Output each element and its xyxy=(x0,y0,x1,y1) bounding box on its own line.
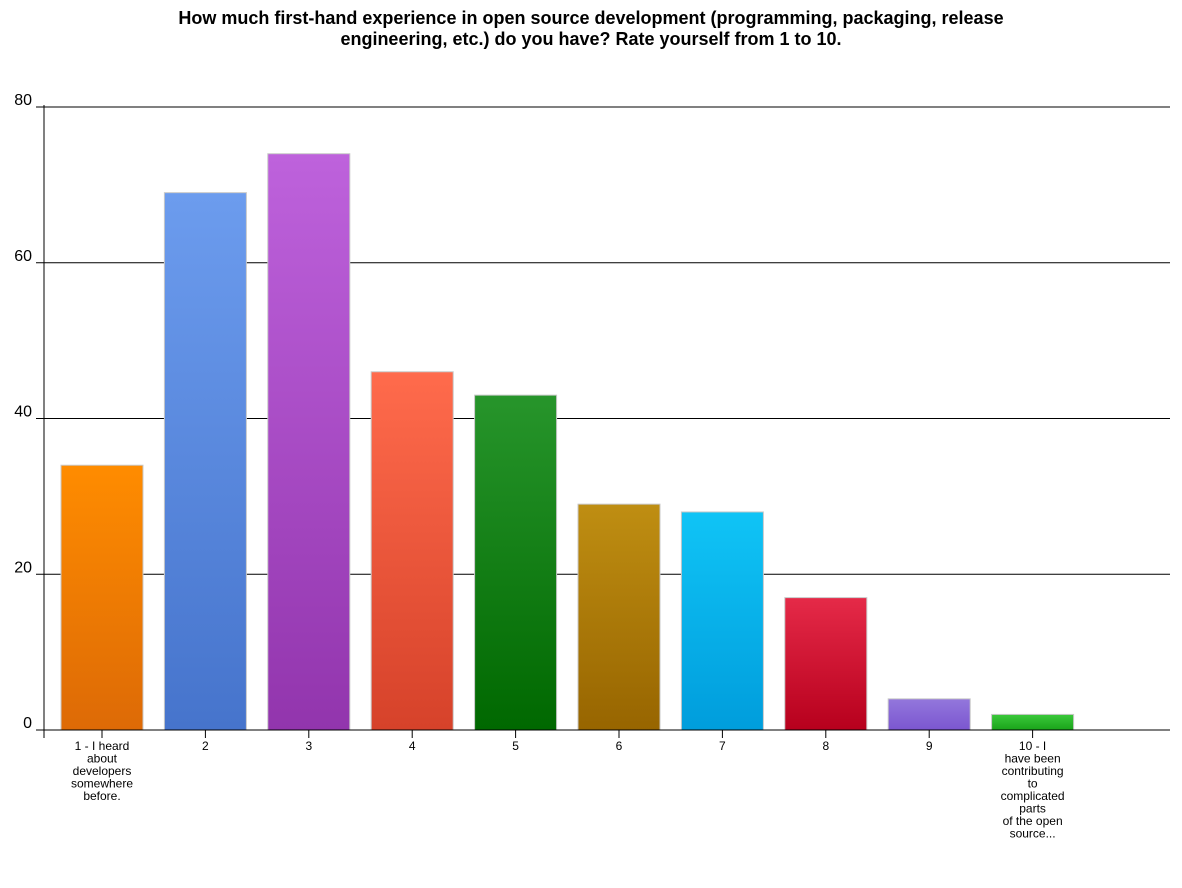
x-category-label-line: 3 xyxy=(305,739,312,753)
x-category-label: 4 xyxy=(409,739,416,753)
x-category-label: 8 xyxy=(822,739,829,753)
x-category-label-line: developers xyxy=(73,764,132,778)
bar xyxy=(60,464,144,731)
x-category-label-line: 8 xyxy=(822,739,829,753)
x-category-label: 3 xyxy=(305,739,312,753)
x-category-label-line: 9 xyxy=(926,739,933,753)
x-category-label-line: 6 xyxy=(616,739,623,753)
x-category-label-line: to xyxy=(1028,777,1038,791)
x-category-label-line: source... xyxy=(1010,827,1056,841)
x-category-label: 9 xyxy=(926,739,933,753)
bar xyxy=(163,192,247,731)
bars xyxy=(60,153,1075,731)
bar xyxy=(991,713,1075,731)
chart-title-line-1: How much first-hand experience in open s… xyxy=(178,8,1004,28)
bar xyxy=(267,153,351,731)
x-category-label-line: 1 - I heard xyxy=(75,739,130,753)
x-category-label: 5 xyxy=(512,739,519,753)
bar xyxy=(680,511,764,731)
x-category-label: 7 xyxy=(719,739,726,753)
bar xyxy=(370,371,454,731)
x-category-label-line: somewhere xyxy=(71,777,133,791)
x-category-label-line: 5 xyxy=(512,739,519,753)
x-category-label-line: about xyxy=(87,752,118,766)
bar xyxy=(474,394,558,731)
chart-title-line-2: engineering, etc.) do you have? Rate you… xyxy=(340,29,842,49)
y-tick-label: 60 xyxy=(14,248,32,265)
y-axis-tick-labels: 0 20 40 60 80 xyxy=(14,92,32,732)
x-category-label: 6 xyxy=(616,739,623,753)
x-category-label-line: of the open xyxy=(1003,814,1063,828)
x-category-label-line: before. xyxy=(83,789,120,803)
axes xyxy=(36,105,1170,738)
x-category-label-line: 2 xyxy=(202,739,209,753)
y-tick-label: 20 xyxy=(14,559,32,576)
x-category-label-line: 10 - I xyxy=(1019,739,1046,753)
y-tick-label: 0 xyxy=(23,715,32,732)
bar xyxy=(784,597,868,731)
x-category-label-line: 4 xyxy=(409,739,416,753)
x-category-label-line: 7 xyxy=(719,739,726,753)
x-category-label: 2 xyxy=(202,739,209,753)
y-tick-label: 80 xyxy=(14,92,32,109)
x-category-label-line: complicated xyxy=(1001,789,1065,803)
x-category-label-line: contributing xyxy=(1002,764,1064,778)
y-tick-label: 40 xyxy=(14,404,32,421)
bar xyxy=(577,503,661,731)
x-category-label: 1 - I heardaboutdeveloperssomewherebefor… xyxy=(71,739,133,803)
x-category-label-line: have been xyxy=(1005,752,1061,766)
bar xyxy=(887,698,971,731)
x-category-label-line: parts xyxy=(1019,802,1046,816)
chart-title: How much first-hand experience in open s… xyxy=(0,8,1182,50)
x-axis-category-labels: 1 - I heardaboutdeveloperssomewherebefor… xyxy=(71,739,1065,841)
